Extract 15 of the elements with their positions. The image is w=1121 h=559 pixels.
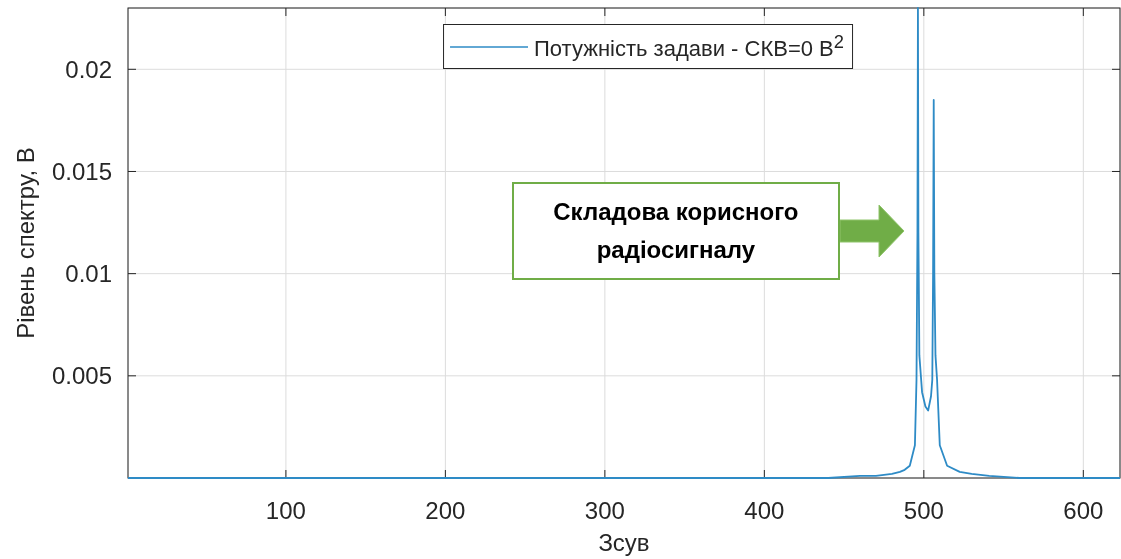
x-tick-label: 600 xyxy=(1063,497,1104,525)
x-tick-label: 100 xyxy=(265,497,306,525)
legend-label: Потужність задави - СКВ=0 В$^{2}$ xyxy=(534,31,844,63)
x-tick-label: 200 xyxy=(425,497,466,525)
y-tick-label: 0.01 xyxy=(65,260,112,288)
y-axis-title: Рівень спектру, В xyxy=(12,147,39,339)
x-tick-label: 400 xyxy=(744,497,785,525)
x-tick-label: 300 xyxy=(584,497,625,525)
y-tick-label: 0.005 xyxy=(51,362,112,390)
y-tick-label: 0.02 xyxy=(65,55,112,83)
y-tick-label: 0.015 xyxy=(51,158,112,185)
x-axis-title: Зсув xyxy=(598,529,650,556)
line-series xyxy=(127,7,1121,479)
x-tick-label: 500 xyxy=(903,497,944,525)
annotation: Складова корисного радіосигналу xyxy=(552,196,800,265)
